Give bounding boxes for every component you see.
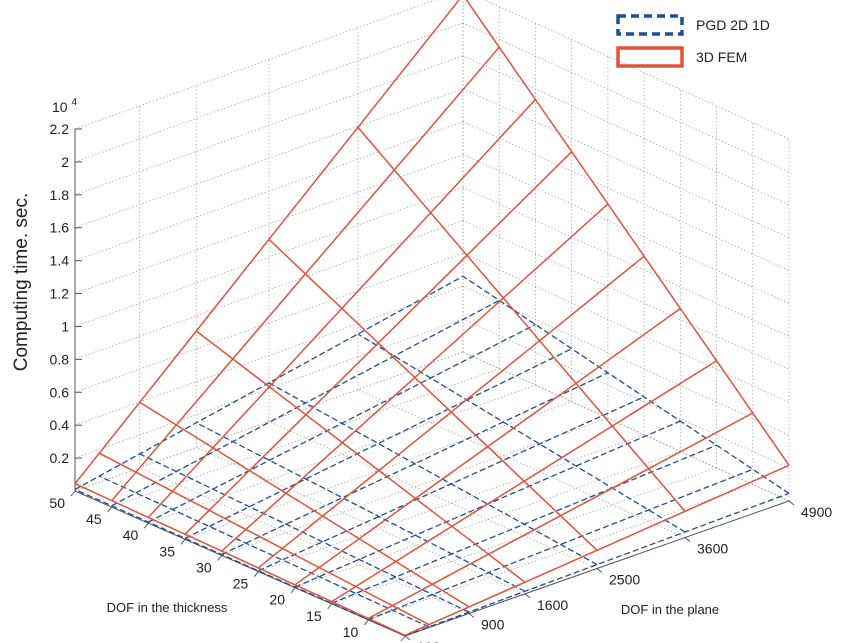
x-tick-label: 5 bbox=[387, 640, 395, 643]
z-tick-label: 1.4 bbox=[50, 253, 70, 269]
z-tick-label: 0.8 bbox=[50, 351, 70, 367]
surface-line-y bbox=[195, 330, 526, 583]
grid-line bbox=[139, 467, 470, 614]
series-pgd-surface bbox=[74, 275, 790, 637]
surface-line-y bbox=[74, 483, 406, 636]
surface-line-x bbox=[294, 420, 681, 588]
x-tick-mark bbox=[180, 539, 186, 545]
grid-line bbox=[462, 22, 790, 173]
series-fem-surface bbox=[74, 0, 790, 636]
legend-swatch-fem bbox=[616, 46, 684, 68]
grid-line bbox=[111, 368, 500, 508]
grid-line bbox=[74, 154, 464, 294]
x-tick-mark bbox=[70, 490, 76, 497]
x-tick-mark bbox=[400, 635, 406, 642]
grid-line bbox=[258, 434, 645, 572]
x-tick-label: 35 bbox=[159, 543, 175, 559]
x-tick-label: 30 bbox=[196, 559, 212, 575]
y-axis-ticks: 100 900 1600 2500 3600 4900 bbox=[404, 500, 832, 643]
surface-line-x bbox=[74, 0, 460, 485]
x-tick-label: 15 bbox=[306, 608, 322, 624]
axes-grid bbox=[74, 0, 790, 637]
z-exponent-label: 10 4 bbox=[52, 97, 77, 115]
surface-line-y bbox=[99, 475, 430, 628]
legend: PGD 2D 1D 3D FEM bbox=[616, 14, 770, 68]
surface-line-y bbox=[139, 453, 470, 613]
z-axis-label: Computing time. sec. bbox=[11, 193, 32, 371]
x-tick-label: 45 bbox=[86, 511, 102, 527]
surface-line-y bbox=[465, 0, 790, 466]
x-tick-label: 40 bbox=[123, 527, 139, 543]
grid-line bbox=[268, 421, 598, 569]
surface-line-y bbox=[139, 401, 470, 608]
x-tick-mark bbox=[253, 571, 259, 577]
x-tick-mark bbox=[327, 603, 333, 610]
x-axis-ticks: 5 10 15 20 25 30 35 40 45 50 bbox=[49, 490, 406, 643]
grid-line bbox=[74, 219, 464, 360]
surface-line-y bbox=[268, 238, 598, 551]
surface-line-y bbox=[357, 126, 686, 512]
surface-line-y bbox=[74, 488, 406, 637]
y-tick-mark bbox=[684, 537, 691, 542]
x-tick-label: 25 bbox=[233, 576, 249, 592]
y-tick-label: 4900 bbox=[801, 504, 832, 520]
legend-label-pgd: PGD 2D 1D bbox=[696, 17, 770, 33]
x-tick-mark bbox=[217, 555, 223, 561]
z-axis-ticks: 0.2 0.4 0.6 0.8 1 1.2 1.4 1.6 1.8 2 2.2 bbox=[50, 121, 82, 466]
grid-line bbox=[357, 389, 686, 538]
z-tick-label: 0.4 bbox=[50, 417, 70, 433]
surface-line-y bbox=[462, 275, 790, 494]
grid-line bbox=[196, 447, 526, 595]
x-tick-label: 20 bbox=[269, 592, 285, 608]
surface-line-y bbox=[196, 422, 526, 592]
x-tick-mark bbox=[107, 506, 113, 513]
surface-line-x bbox=[184, 348, 572, 539]
grid-line bbox=[74, 252, 464, 393]
y-tick-mark bbox=[468, 613, 475, 618]
z-tick-label: 2 bbox=[61, 154, 69, 170]
grid-line bbox=[74, 187, 464, 327]
z-tick-label: 1 bbox=[61, 318, 69, 334]
grid-line bbox=[462, 252, 790, 403]
surface-line-y bbox=[98, 452, 430, 626]
grid-line bbox=[74, 22, 464, 163]
y-tick-mark bbox=[404, 635, 411, 641]
x-tick-label: 50 bbox=[49, 495, 65, 511]
z-exponent-power: 4 bbox=[71, 97, 77, 108]
z-tick-label: 2.2 bbox=[50, 121, 70, 137]
z-tick-label: 1.2 bbox=[50, 286, 70, 302]
y-tick-label: 100 bbox=[417, 639, 441, 643]
grid-line bbox=[148, 384, 536, 524]
surface-line-y bbox=[357, 333, 686, 533]
y-tick-mark bbox=[524, 593, 531, 599]
y-axis-label: DOF in the plane bbox=[621, 602, 719, 617]
y-tick-label: 900 bbox=[481, 617, 505, 633]
y-tick-mark bbox=[596, 568, 603, 573]
x-tick-label: 10 bbox=[343, 624, 359, 640]
grid-line bbox=[74, 121, 464, 262]
x-tick-mark bbox=[363, 619, 369, 626]
y-tick-label: 2500 bbox=[609, 572, 640, 588]
grid-line bbox=[462, 88, 790, 239]
z-tick-label: 0.6 bbox=[50, 384, 70, 400]
y-tick-label: 1600 bbox=[537, 597, 568, 613]
grid-line bbox=[462, 121, 790, 272]
z-tick-label: 1.8 bbox=[50, 187, 70, 203]
z-tick-label: 0.2 bbox=[50, 450, 70, 466]
surface-line-x bbox=[258, 396, 645, 572]
y-tick-label: 3600 bbox=[697, 541, 728, 557]
x-tick-mark bbox=[290, 587, 296, 593]
x-axis-label: DOF in the thickness bbox=[107, 600, 228, 615]
z-tick-label: 1.6 bbox=[50, 220, 70, 236]
legend-label-fem: 3D FEM bbox=[696, 49, 747, 65]
y-tick-mark bbox=[788, 500, 795, 506]
legend-swatch-pgd bbox=[616, 14, 684, 36]
grid-line bbox=[462, 55, 790, 206]
grid-line bbox=[74, 0, 437, 130]
x-tick-mark bbox=[143, 522, 149, 529]
z-exponent-base: 10 bbox=[52, 99, 68, 115]
